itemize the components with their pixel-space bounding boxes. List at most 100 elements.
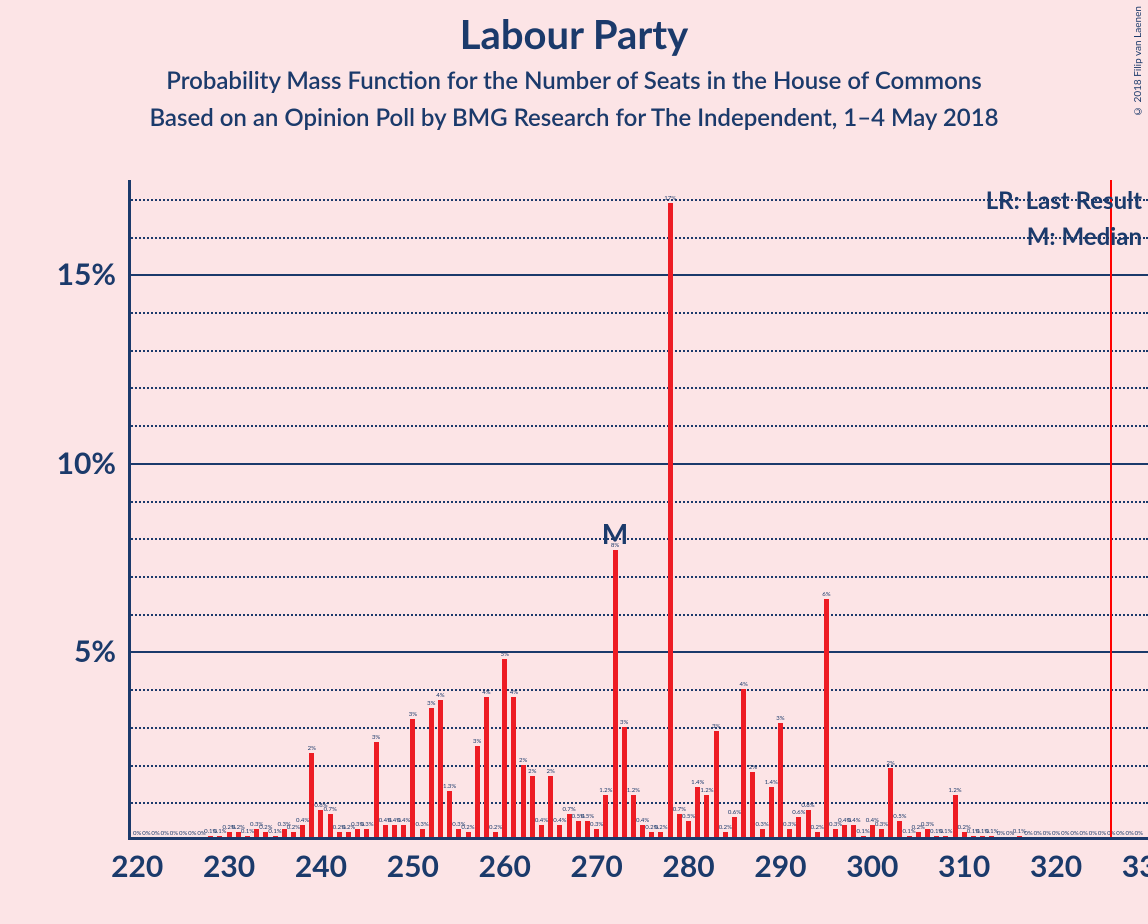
gridline-minor <box>128 350 1148 352</box>
x-tick-label: 230 <box>203 840 255 884</box>
bar-value-label: 0.4% <box>535 818 548 825</box>
bar-value-label: 0.4% <box>397 818 410 825</box>
bar-value-label: 0.4% <box>553 818 566 825</box>
bar-value-label: 3% <box>473 739 481 746</box>
bar-value-label: 0.3% <box>415 822 428 829</box>
bar-value-label: 0.2% <box>654 825 667 832</box>
gridline-minor <box>128 425 1148 427</box>
gridline-major <box>128 651 1148 653</box>
bar-value-label: 0.2% <box>719 825 732 832</box>
gridline-major <box>128 274 1148 276</box>
bar: 1.2% <box>603 795 608 840</box>
chart-subtitle-1: Probability Mass Function for the Number… <box>0 66 1148 95</box>
bar-value-label: 0.1% <box>268 829 281 836</box>
gridline-minor <box>128 237 1148 239</box>
bar: 8% <box>613 550 618 840</box>
x-tick-label: 250 <box>387 840 439 884</box>
bar-value-label: 3% <box>372 735 380 742</box>
bar-value-label: 0.1% <box>241 829 254 836</box>
bar-value-label: 2% <box>547 769 555 776</box>
x-tick-label: 320 <box>1030 840 1082 884</box>
bar-value-label: 0.4% <box>847 818 860 825</box>
gridline-minor <box>128 501 1148 503</box>
bar-value-label: 3% <box>409 712 417 719</box>
bar-value-label: 4% <box>740 682 748 689</box>
bar-value-label: 2% <box>887 761 895 768</box>
gridline-minor <box>128 387 1148 389</box>
bar: 1.2% <box>953 795 958 840</box>
bar: 4% <box>484 697 489 840</box>
plot-area: 0%0%0%0%0%0%0%0%0.1%0.1%0.2%0.2%0.1%0.3%… <box>128 180 1148 840</box>
x-tick-label: 240 <box>295 840 347 884</box>
x-tick-label: 220 <box>111 840 163 884</box>
chart-title: Labour Party <box>0 10 1148 58</box>
bar: 3% <box>622 727 627 840</box>
bar-value-label: 1.2% <box>627 788 640 795</box>
bar-value-label: 3% <box>620 720 628 727</box>
x-axis <box>128 837 1148 840</box>
x-tick-label: 330 <box>1122 840 1148 884</box>
bar-value-label: 3% <box>776 716 784 723</box>
median-marker: M <box>602 516 628 550</box>
bar-value-label: 6% <box>822 592 830 599</box>
bar-value-label: 2% <box>528 769 536 776</box>
bar: 4% <box>741 689 746 840</box>
gridline-major <box>128 463 1148 465</box>
bar-value-label: 0.6% <box>728 810 741 817</box>
gridline-minor <box>128 614 1148 616</box>
bar-value-label: 1.2% <box>599 788 612 795</box>
bar-value-label: 1.2% <box>948 788 961 795</box>
x-tick-label: 290 <box>754 840 806 884</box>
gridline-minor <box>128 727 1148 729</box>
bar-value-label: 0.5% <box>893 814 906 821</box>
gridline-minor <box>128 576 1148 578</box>
bar-value-label: 0.3% <box>755 822 768 829</box>
bar: 1.4% <box>769 787 774 840</box>
bar-value-label: 0.2% <box>489 825 502 832</box>
bar-value-label: 3% <box>427 701 435 708</box>
bar-value-label: 1.4% <box>765 780 778 787</box>
bar-value-label: 0.6% <box>792 810 805 817</box>
bar-value-label: 2% <box>749 765 757 772</box>
bar-value-label: 2% <box>519 758 527 765</box>
bar: 0.8% <box>318 810 323 840</box>
bar-value-label: 17% <box>664 196 676 203</box>
y-tick-label: 5% <box>74 633 128 669</box>
bar-value-label: 1.3% <box>443 784 456 791</box>
x-tick-label: 270 <box>571 840 623 884</box>
bar-value-label: 0.5% <box>682 814 695 821</box>
last-result-line <box>1110 180 1112 840</box>
bar: 2% <box>530 776 535 840</box>
bar: 3% <box>374 742 379 840</box>
bar-value-label: 5% <box>501 652 509 659</box>
bar-value-label: 4% <box>436 693 444 700</box>
title-block: Labour Party Probability Mass Function f… <box>0 10 1148 132</box>
bar: 2% <box>521 765 526 840</box>
x-tick-label: 300 <box>846 840 898 884</box>
bar-value-label: 0.3% <box>783 822 796 829</box>
x-tick-label: 310 <box>938 840 990 884</box>
bar-value-label: 1.2% <box>700 788 713 795</box>
bar-value-label: 0.1% <box>857 829 870 836</box>
y-tick-label: 15% <box>57 256 128 292</box>
bar: 2% <box>750 772 755 840</box>
bar-value-label: 3% <box>712 724 720 731</box>
bar: 5% <box>502 659 507 840</box>
bar-value-label: 0.2% <box>461 825 474 832</box>
x-tick-label: 280 <box>662 840 714 884</box>
bar: 2% <box>888 768 893 840</box>
bar: 4% <box>511 697 516 840</box>
bar: 1.2% <box>704 795 709 840</box>
y-tick-label: 10% <box>57 445 128 481</box>
bar-value-label: 0.2% <box>287 825 300 832</box>
bar: 2% <box>309 753 314 840</box>
bar: 2% <box>548 776 553 840</box>
gridline-minor <box>128 689 1148 691</box>
bar: 17% <box>668 203 673 840</box>
bar-value-label: 4% <box>510 690 518 697</box>
bar-value-label: 0.7% <box>324 807 337 814</box>
bar: 3% <box>475 746 480 840</box>
bar: 1.4% <box>695 787 700 840</box>
bar: 1.3% <box>447 791 452 840</box>
bar-value-label: 0.3% <box>590 822 603 829</box>
